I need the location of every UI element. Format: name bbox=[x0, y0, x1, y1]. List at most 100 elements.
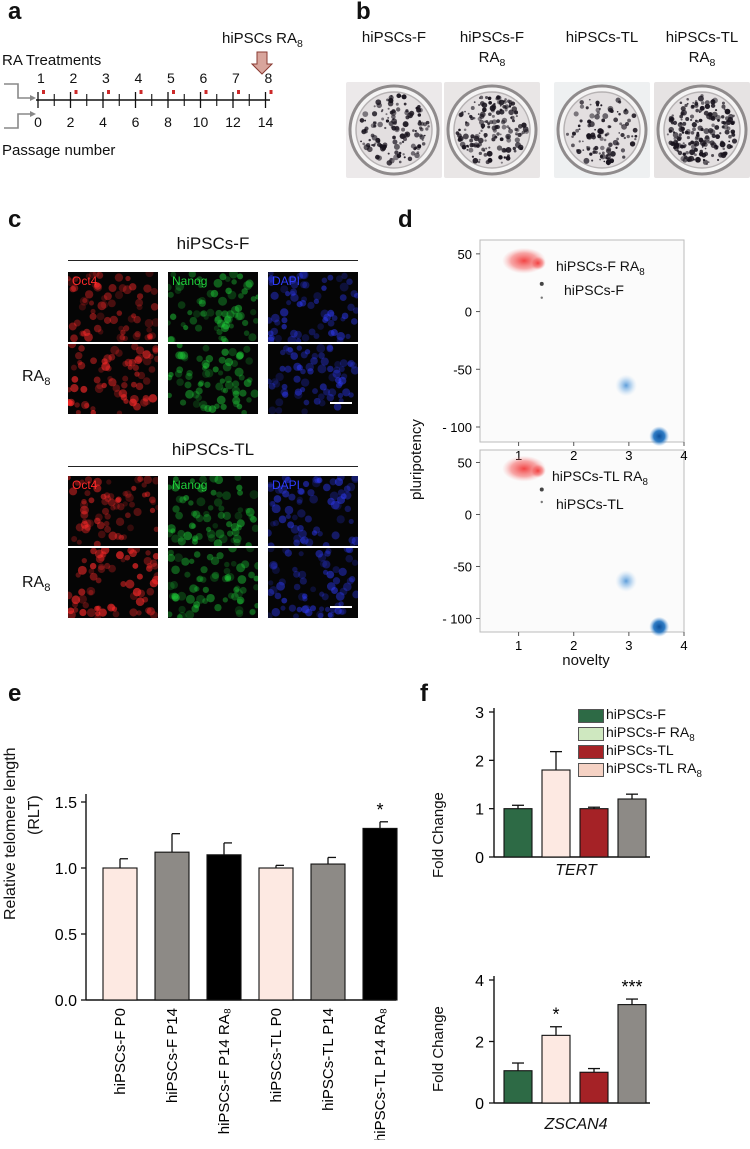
micrograph-tile bbox=[268, 548, 358, 618]
d-ytick: 50 bbox=[458, 247, 472, 262]
panel-label-c: c bbox=[8, 206, 22, 233]
dish-title: hiPSCs-TL RA8 bbox=[650, 28, 750, 73]
passage-number: 14 bbox=[257, 114, 274, 130]
e-ylabel-line1: Relative telomere length bbox=[2, 747, 19, 920]
micrograph-tile bbox=[68, 344, 158, 414]
channel-label: DAPI bbox=[272, 274, 301, 288]
micrograph-tile bbox=[268, 344, 358, 414]
group-divider bbox=[68, 466, 358, 467]
treatment-marker bbox=[139, 90, 143, 94]
e-ytick: 1.5 bbox=[55, 795, 77, 812]
f-ylabel-top: Fold Change bbox=[430, 792, 447, 878]
scale-bar bbox=[330, 606, 352, 608]
e-category-label: hiPSCs-TL P0 bbox=[268, 1008, 285, 1102]
channel-label: Nanog bbox=[172, 274, 208, 288]
e-significance-star: * bbox=[376, 800, 383, 820]
micrograph-tile bbox=[168, 344, 258, 414]
panel-e-telomere-chart: 1.5 1.0 0.5 0.0 hiPSCs-F P0 hiPSCs-F P14 hiPSC… bbox=[0, 700, 420, 1142]
d-label-f-ra8: hiPSCs-F RA8 bbox=[556, 258, 645, 278]
treatment-number: 8 bbox=[264, 70, 273, 86]
legend-label: hiPSCs-F bbox=[606, 706, 666, 722]
passage-number: 4 bbox=[99, 114, 107, 130]
d-ylabel: pluripotency bbox=[408, 419, 425, 500]
d-ytick: 0 bbox=[465, 507, 472, 522]
panel-label-e: e bbox=[8, 680, 22, 707]
legend-swatch bbox=[578, 763, 604, 777]
d-xtick: 4 bbox=[680, 448, 687, 463]
d-xtick: 1 bbox=[515, 638, 522, 653]
d-ytick: - 100 bbox=[442, 611, 472, 626]
telomere-bar-chart: 1.5 1.0 0.5 0.0 hiPSCs-F P0 hiPSCs-F P14 hiPSC… bbox=[55, 794, 398, 1142]
f-bar bbox=[579, 808, 609, 858]
d-label-f: hiPSCs-F bbox=[564, 282, 624, 298]
d-xtick: 2 bbox=[570, 448, 577, 463]
group-title-tl: hiPSCs-TL bbox=[171, 440, 255, 459]
reference-density bbox=[615, 374, 638, 397]
novelty-plot-svg: 50 0 -50 - 100 1 2 3 4 50 0 -50 - 100 1 2 3 4 bbox=[442, 239, 688, 653]
f-ytick: 2 bbox=[475, 1035, 484, 1052]
dish-title-line2: RA8 bbox=[478, 49, 506, 69]
e-bar bbox=[102, 867, 138, 1001]
passage-number: 8 bbox=[164, 114, 172, 130]
e-category-label: hiPSCs-TL P14 RA₈ bbox=[372, 1008, 389, 1140]
e-category-label: hiPSCs-F P14 RA₈ bbox=[216, 1008, 233, 1134]
panel-label-b: b bbox=[356, 0, 371, 25]
treatment-marker bbox=[74, 90, 78, 94]
d-ytick: - 100 bbox=[442, 420, 472, 435]
f-ytick: 3 bbox=[475, 705, 484, 722]
d-xtick: 4 bbox=[680, 638, 687, 653]
f-significance-star: *** bbox=[621, 977, 642, 997]
panel-d-novelty-plot: 50 0 -50 - 100 1 2 3 4 50 0 -50 - 100 1 2 3 4 pluripote… bbox=[396, 228, 750, 678]
channel-label: Oct4 bbox=[72, 478, 98, 492]
micrograph-tile: DAPI bbox=[268, 272, 358, 342]
plot-frame-top bbox=[479, 239, 685, 443]
f-bar bbox=[617, 798, 647, 858]
channel-label: Nanog bbox=[172, 478, 208, 492]
treatment-number: 5 bbox=[167, 70, 175, 86]
e-bar bbox=[362, 827, 398, 1001]
treatment-number: 3 bbox=[102, 70, 110, 86]
treatment-marker bbox=[269, 90, 273, 94]
group-title-f: hiPSCs-F bbox=[176, 234, 250, 253]
micrograph-tile: Nanog bbox=[168, 272, 258, 342]
dish-title: hiPSCs-TL bbox=[550, 28, 654, 48]
f-ylabel-bottom: Fold Change bbox=[430, 1006, 447, 1092]
dish-title-line1: hiPSCs-TL bbox=[665, 29, 739, 46]
micrograph-tile: Oct4 bbox=[68, 476, 158, 546]
group-divider bbox=[68, 260, 358, 261]
d-ytick: 0 bbox=[465, 305, 472, 320]
micrograph-tile bbox=[68, 548, 158, 618]
timeline-graphic bbox=[4, 51, 274, 129]
d-xlabel: novelty bbox=[562, 652, 610, 669]
treatment-number: 1 bbox=[37, 70, 45, 86]
culture-dish-image bbox=[346, 82, 442, 178]
treatment-marker bbox=[204, 90, 208, 94]
f-ytick: 0 bbox=[475, 850, 484, 867]
e-bar bbox=[310, 863, 346, 1001]
ra-treatments-label: RA Treatments bbox=[2, 52, 102, 69]
e-ylabel-line2: (RLT) bbox=[26, 795, 43, 835]
passage-number: 12 bbox=[225, 114, 241, 130]
f-gene-tert: TERT bbox=[555, 862, 597, 879]
d-xtick: 3 bbox=[625, 638, 632, 653]
dish-title-line1: hiPSCs-TL bbox=[565, 29, 639, 46]
treatment-marker bbox=[172, 90, 175, 94]
e-category-label: hiPSCs-F P0 bbox=[112, 1008, 129, 1095]
e-bar bbox=[154, 851, 190, 1001]
e-ytick: 0.0 bbox=[55, 993, 77, 1010]
micrograph-tile bbox=[168, 548, 258, 618]
panel-c-immunofluorescence: hiPSCs-F hiPSCs-TL RA8 RA8 Oct4 Nanog DAPI… bbox=[0, 230, 380, 650]
micrograph-tile: Nanog bbox=[168, 476, 258, 546]
plot-frame-bottom bbox=[479, 449, 685, 633]
untreated-point bbox=[539, 281, 544, 286]
e-bar bbox=[206, 854, 242, 1001]
passage-number-label: Passage number bbox=[2, 142, 116, 159]
passage-number: 10 bbox=[192, 114, 209, 130]
reference-density bbox=[615, 570, 638, 593]
legend-label: hiPSCs-F RA8 bbox=[606, 724, 695, 744]
legend-swatch bbox=[578, 709, 604, 723]
down-arrow-icon bbox=[250, 51, 274, 75]
f-gene-zscan4: ZSCAN4 bbox=[544, 1116, 608, 1133]
treatment-number: 4 bbox=[134, 70, 143, 86]
